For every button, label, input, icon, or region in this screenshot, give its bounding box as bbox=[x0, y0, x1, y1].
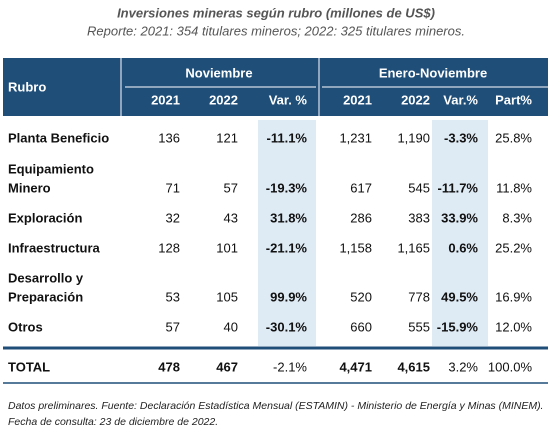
cell: -30.1% bbox=[266, 319, 308, 334]
row-label: Planta Beneficio bbox=[8, 130, 109, 145]
group-header: Noviembre bbox=[185, 65, 252, 80]
cell: 555 bbox=[408, 319, 430, 334]
cell: 121 bbox=[216, 130, 238, 145]
cell: 40 bbox=[224, 319, 238, 334]
cell: 49.5% bbox=[441, 289, 478, 304]
shade bbox=[432, 120, 488, 346]
cell: 71 bbox=[166, 180, 180, 195]
cell: 25.8% bbox=[495, 130, 532, 145]
cell: 660 bbox=[350, 319, 372, 334]
total-cell: 467 bbox=[216, 359, 238, 374]
cell: -21.1% bbox=[266, 240, 308, 255]
row-label: Exploración bbox=[8, 210, 82, 225]
cell: 545 bbox=[408, 180, 430, 195]
cell: 105 bbox=[216, 289, 238, 304]
row-label: Infraestructura bbox=[8, 240, 101, 255]
column-header: 2021 bbox=[151, 92, 180, 107]
cell: 136 bbox=[158, 130, 180, 145]
cell: 128 bbox=[158, 240, 180, 255]
column-header: 2021 bbox=[343, 92, 372, 107]
cell: 1,165 bbox=[397, 240, 430, 255]
row-label: Minero bbox=[8, 180, 51, 195]
cell: 16.9% bbox=[495, 289, 532, 304]
row-label: Preparación bbox=[8, 289, 83, 304]
cell: 617 bbox=[350, 180, 372, 195]
cell: 57 bbox=[166, 319, 180, 334]
cell: 53 bbox=[166, 289, 180, 304]
total-cell: -2.1% bbox=[273, 359, 307, 374]
row-label: Desarrollo y bbox=[8, 270, 84, 285]
cell: 520 bbox=[350, 289, 372, 304]
cell: 286 bbox=[350, 210, 372, 225]
shade bbox=[258, 120, 316, 346]
cell: 25.2% bbox=[495, 240, 532, 255]
cell: 32 bbox=[166, 210, 180, 225]
title: Inversiones mineras según rubro (millone… bbox=[117, 5, 435, 20]
cell: -19.3% bbox=[266, 180, 308, 195]
column-header: Var.% bbox=[443, 92, 478, 107]
total-cell: 3.2% bbox=[448, 359, 478, 374]
row-label: Otros bbox=[8, 319, 43, 334]
column-header: Rubro bbox=[8, 79, 46, 94]
total-cell: 478 bbox=[158, 359, 180, 374]
group-header: Enero-Noviembre bbox=[379, 65, 487, 80]
cell: 1,231 bbox=[339, 130, 372, 145]
cell: -3.3% bbox=[444, 130, 478, 145]
cell: -11.1% bbox=[267, 130, 308, 145]
total-label: TOTAL bbox=[8, 359, 50, 374]
cell: 383 bbox=[408, 210, 430, 225]
cell: 31.8% bbox=[270, 210, 307, 225]
total-cell: 4,471 bbox=[339, 359, 372, 374]
total-cell: 4,615 bbox=[397, 359, 430, 374]
subtitle: Reporte: 2021: 354 titulares mineros; 20… bbox=[87, 23, 465, 38]
column-header: Var. % bbox=[269, 92, 308, 107]
cell: 12.0% bbox=[495, 319, 532, 334]
cell: 778 bbox=[408, 289, 430, 304]
cell: -15.9% bbox=[437, 319, 479, 334]
row-label: Equipamiento bbox=[8, 161, 94, 176]
cell: 43 bbox=[224, 210, 238, 225]
cell: 99.9% bbox=[270, 289, 307, 304]
footnote: Datos preliminares. Fuente: Declaración … bbox=[8, 400, 543, 412]
cell: 1,190 bbox=[397, 130, 430, 145]
cell: -11.7% bbox=[438, 180, 479, 195]
cell: 11.8% bbox=[496, 180, 532, 195]
footnote: Fecha de consulta: 23 de diciembre de 20… bbox=[8, 416, 218, 428]
cell: 8.3% bbox=[502, 210, 532, 225]
cell: 1,158 bbox=[339, 240, 372, 255]
cell: 0.6% bbox=[448, 240, 478, 255]
column-header: 2022 bbox=[209, 92, 238, 107]
total-cell: 100.0% bbox=[488, 359, 533, 374]
column-header: Part% bbox=[495, 92, 532, 107]
cell: 33.9% bbox=[441, 210, 478, 225]
cell: 57 bbox=[224, 180, 238, 195]
column-header: 2022 bbox=[401, 92, 430, 107]
cell: 101 bbox=[216, 240, 238, 255]
